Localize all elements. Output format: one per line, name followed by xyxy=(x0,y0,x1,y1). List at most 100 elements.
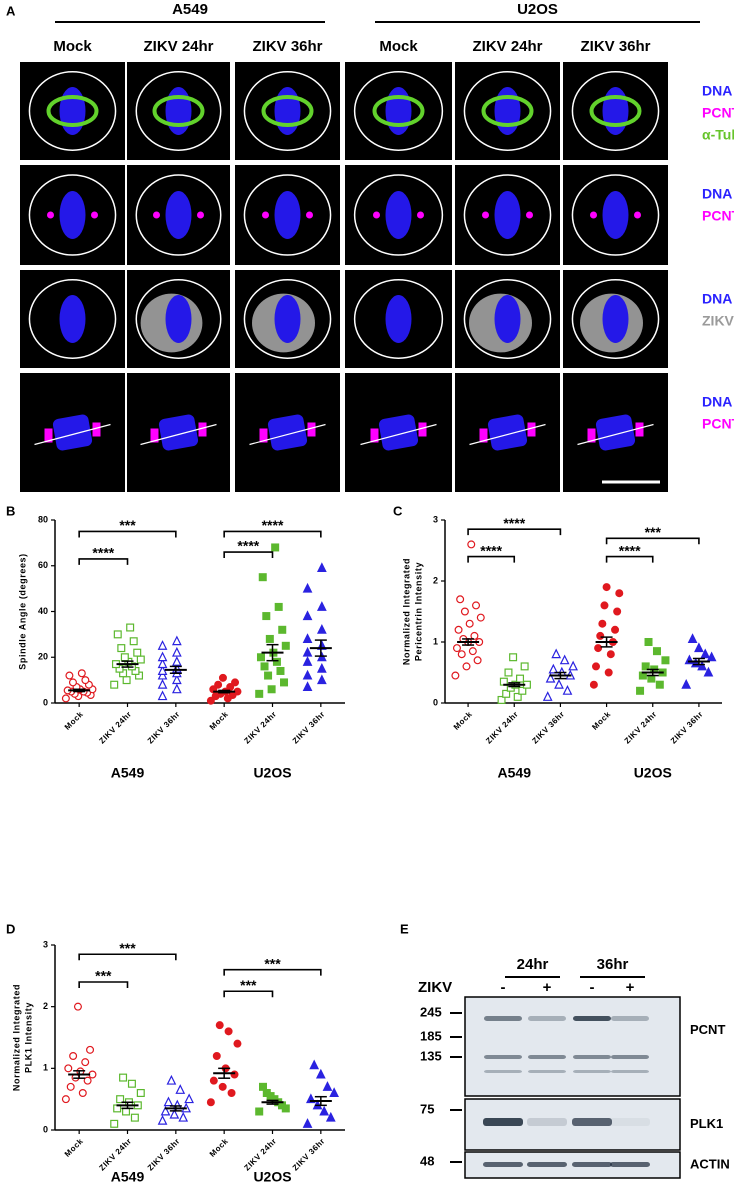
centrosome xyxy=(197,211,204,219)
band xyxy=(528,1055,566,1059)
data-point xyxy=(568,660,578,671)
significance-label: **** xyxy=(262,517,284,533)
cell-outline xyxy=(463,279,552,359)
data-point xyxy=(136,655,145,664)
dna xyxy=(274,191,301,239)
micrograph xyxy=(235,62,340,160)
data-point xyxy=(465,619,474,628)
spindle xyxy=(372,95,425,127)
cell-outline xyxy=(571,279,660,359)
dna xyxy=(165,87,192,135)
micrograph xyxy=(127,373,230,492)
micrograph xyxy=(20,62,125,160)
band xyxy=(572,1162,612,1167)
band xyxy=(573,1055,611,1059)
dna xyxy=(158,414,199,451)
data-point xyxy=(69,1051,78,1060)
micrograph xyxy=(563,373,668,492)
data-point xyxy=(319,1105,330,1116)
timepoint-label: 36hr xyxy=(597,956,629,973)
data-point xyxy=(602,583,611,592)
lane-sign: + xyxy=(626,979,635,996)
lane-sign: - xyxy=(501,979,506,996)
condition-label: Mock xyxy=(53,38,92,55)
band xyxy=(527,1162,567,1167)
micrograph xyxy=(127,62,230,160)
dna xyxy=(385,87,412,135)
data-point xyxy=(281,641,290,650)
blot-strip xyxy=(464,996,681,1097)
data-point xyxy=(272,657,281,666)
channel-label: DNA xyxy=(702,186,732,202)
x-tick-label: Mock xyxy=(452,710,474,732)
cell-outline xyxy=(135,279,222,359)
data-point xyxy=(703,666,714,677)
x-tick-label: ZIKV 36hr xyxy=(291,710,327,746)
data-point xyxy=(212,1051,221,1060)
cell-line-label: A549 xyxy=(172,1,208,18)
lane-sign: + xyxy=(543,979,552,996)
band xyxy=(484,1055,522,1059)
significance-label: *** xyxy=(264,955,281,971)
data-point xyxy=(231,678,240,687)
data-point xyxy=(302,681,313,691)
data-point xyxy=(130,1113,139,1122)
data-point xyxy=(315,1068,326,1079)
significance-bracket xyxy=(467,555,516,563)
data-point xyxy=(454,625,463,634)
channel-label: PCNT xyxy=(702,208,734,224)
data-point xyxy=(554,678,564,689)
data-point xyxy=(559,654,570,665)
band-label: PLK1 xyxy=(690,1116,723,1131)
channel-label: ZIKV xyxy=(702,313,734,329)
centrosome xyxy=(590,211,597,219)
data-point xyxy=(218,1082,227,1091)
mw-marker: 185 xyxy=(420,1028,442,1043)
micrograph xyxy=(345,270,452,368)
data-point xyxy=(302,1118,313,1128)
significance-label: *** xyxy=(95,968,112,984)
data-point xyxy=(122,676,131,685)
data-point xyxy=(322,1081,333,1091)
data-point xyxy=(68,678,77,687)
channel-label: DNA xyxy=(702,291,732,307)
data-point xyxy=(276,666,285,675)
data-point xyxy=(256,653,265,662)
error-bar xyxy=(68,688,91,693)
error-bar xyxy=(687,657,710,666)
data-point xyxy=(255,1107,264,1116)
data-point xyxy=(613,607,622,616)
data-point xyxy=(255,689,264,698)
cell-outline xyxy=(243,279,332,359)
data-point xyxy=(206,1098,215,1107)
data-point xyxy=(117,644,126,653)
mw-marker: 245 xyxy=(420,1004,442,1019)
panel-label: D xyxy=(6,921,15,936)
data-point xyxy=(264,671,273,680)
centrosome xyxy=(44,428,53,443)
centrosome xyxy=(373,211,380,219)
dna xyxy=(59,87,86,135)
centrosome xyxy=(198,422,207,437)
data-point xyxy=(157,678,168,689)
y-axis-label: Spindle Angle (degrees) xyxy=(17,553,27,669)
data-point xyxy=(302,633,313,643)
significance-label: *** xyxy=(645,524,662,540)
band xyxy=(573,1016,611,1021)
data-point xyxy=(136,1088,145,1097)
micrograph xyxy=(455,62,560,160)
error-bar xyxy=(164,665,187,675)
dna xyxy=(52,414,93,451)
data-point xyxy=(473,656,482,665)
dna xyxy=(385,191,412,239)
data-point xyxy=(77,669,86,678)
group-label: A549 xyxy=(111,1169,145,1185)
data-point xyxy=(278,625,287,634)
significance-bracket xyxy=(78,558,129,565)
centrosome xyxy=(262,211,269,219)
spindle xyxy=(589,95,642,127)
condition-label: ZIKV 36hr xyxy=(580,38,650,55)
micrograph xyxy=(563,165,668,265)
data-point xyxy=(516,674,525,683)
